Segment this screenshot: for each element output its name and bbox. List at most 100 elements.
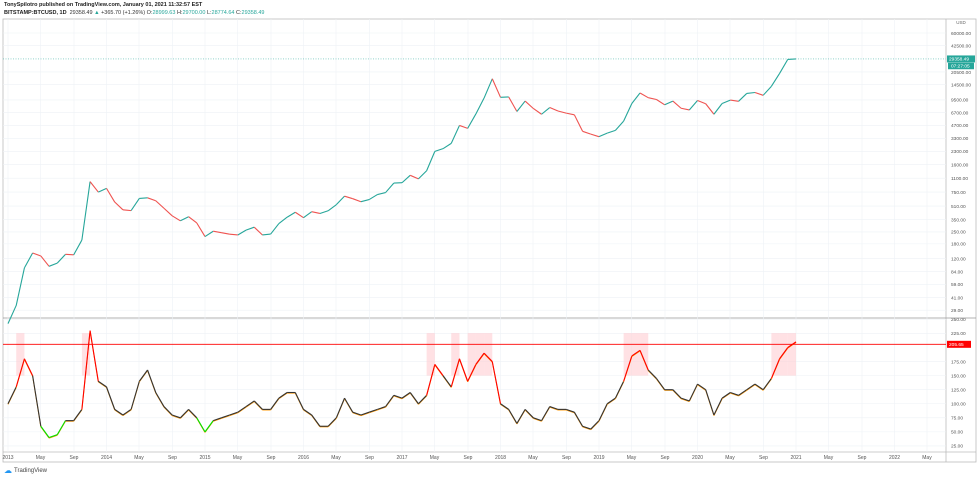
overbought-zone [484, 333, 493, 376]
price-segment [475, 97, 485, 115]
indicator-shadow-segment [213, 417, 222, 422]
price-segment [483, 78, 493, 99]
indicator-segment [179, 408, 189, 419]
indicator-segment [89, 330, 99, 382]
logo-text: TradingView [14, 467, 48, 474]
indicator-segment [713, 397, 723, 416]
price-axis-label: 510.00 [951, 204, 966, 210]
price-axis-label: 120.00 [951, 256, 966, 262]
price-segment [98, 187, 107, 193]
close-value: 29358.49 [241, 10, 265, 16]
symbol-label[interactable]: BITSTAMP:BTCUSD, 1D [4, 10, 67, 16]
price-axis-label: 84.00 [951, 269, 963, 275]
price-segment [557, 110, 567, 114]
indicator-segment [565, 408, 575, 413]
time-axis-label: May [233, 455, 243, 461]
indicator-segment [81, 330, 91, 410]
price-segment [442, 142, 452, 150]
price-segment [344, 195, 353, 200]
price-segment [163, 207, 173, 217]
price-segment [631, 92, 641, 104]
indicator-shadow-segment [566, 409, 575, 414]
price-axis-label: 14500.00 [951, 82, 971, 88]
price-segment [418, 170, 428, 180]
price-segment [262, 233, 271, 236]
time-axis-label: May [528, 455, 538, 461]
price-segment [335, 195, 345, 206]
indicator-segment [56, 420, 66, 435]
overbought-zone [640, 333, 649, 376]
price-segment [204, 230, 214, 238]
time-axis-label: May [36, 455, 46, 461]
time-axis-label: Sep [70, 455, 79, 461]
indicator-segment [105, 386, 116, 410]
indicator-axis-label: 125.00 [951, 387, 966, 393]
indicator-segment [278, 392, 288, 399]
price-segment [130, 198, 140, 211]
indicator-segment [360, 411, 370, 416]
overbought-zone [81, 333, 91, 376]
time-axis-label: May [627, 455, 637, 461]
indicator-axis-label: 75.00 [951, 416, 963, 422]
indicator-segment [40, 425, 50, 438]
indicator-segment [754, 383, 764, 391]
price-segment [122, 209, 132, 212]
indicator-axis-label: 100.00 [951, 402, 966, 408]
price-segment [656, 99, 665, 106]
indicator-segment [721, 392, 731, 399]
indicator-segment [155, 392, 165, 407]
indicator-shadow-segment [360, 412, 370, 417]
indicator-segment [221, 414, 230, 419]
indicator-segment [639, 350, 649, 371]
indicator-axis-label: 175.00 [951, 359, 966, 365]
time-axis-label: 2018 [495, 455, 506, 461]
indicator-segment [762, 378, 772, 391]
price-axis-label: 350.00 [951, 218, 966, 224]
price-axis-label: 42500.00 [951, 43, 971, 49]
indicator-segment [147, 369, 157, 393]
indicator-segment [270, 397, 280, 410]
price-segment [65, 253, 74, 256]
indicator-segment [229, 411, 239, 416]
price-axis-label: 750.00 [951, 190, 966, 196]
indicator-segment [516, 409, 526, 424]
indicator-shadow-segment [549, 406, 559, 411]
indicator-segment [418, 394, 428, 405]
indicator-segment [746, 383, 756, 391]
time-axis-label: 2014 [101, 455, 112, 461]
price-segment [56, 253, 66, 264]
price-segment [180, 216, 189, 222]
time-axis-label: 2015 [199, 455, 210, 461]
indicator-segment [606, 397, 616, 405]
chart-frame [2, 18, 977, 463]
overbought-zone [426, 333, 435, 376]
indicator-shadow-segment [229, 412, 238, 417]
price-segment [779, 59, 789, 74]
price-segment [311, 211, 321, 214]
price-segment [286, 211, 296, 218]
price-segment [237, 229, 247, 236]
indicator-axis-label: 250.00 [951, 317, 966, 323]
overbought-zone [451, 333, 460, 376]
price-segment [245, 226, 255, 231]
price-segment [491, 78, 502, 98]
price-segment [754, 91, 764, 96]
price-axis-label: 250.00 [951, 230, 966, 236]
tradingview-logo[interactable]: ☁ TradingView [4, 466, 47, 475]
time-axis-label: 2019 [593, 455, 604, 461]
indicator-segment [770, 358, 781, 379]
indicator-segment [483, 352, 493, 362]
price-segment [377, 192, 386, 196]
time-axis-label: 2017 [396, 455, 407, 461]
indicator-segment [590, 420, 600, 430]
price-segment [106, 188, 116, 203]
price-axis-label: 29.00 [951, 308, 963, 314]
indicator-segment [426, 364, 436, 396]
indicator-segment [237, 406, 247, 413]
indicator-segment [171, 414, 181, 419]
price-segment [319, 210, 329, 214]
indicator-segment [7, 386, 17, 404]
price-axis-label: 1600.00 [951, 162, 969, 168]
indicator-segment [377, 406, 386, 410]
